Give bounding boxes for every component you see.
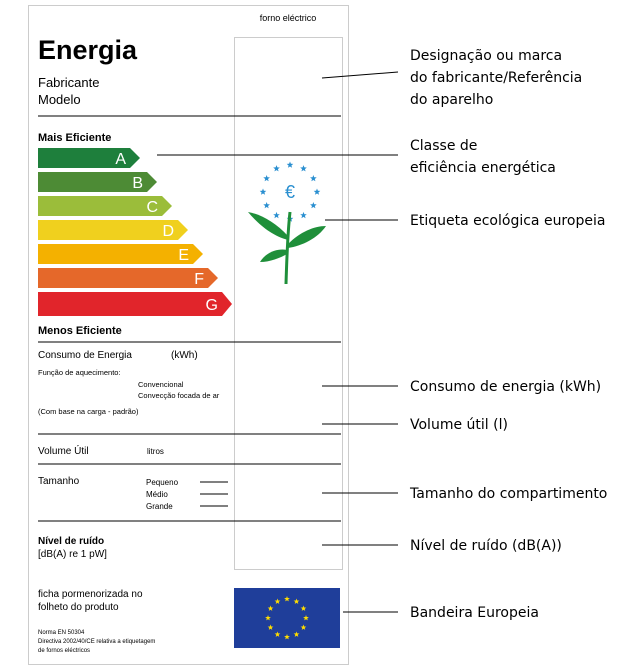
size-option: Médio bbox=[146, 490, 168, 499]
noise-title: Nível de ruído bbox=[38, 536, 104, 547]
consumption-title: Consumo de Energia bbox=[38, 350, 132, 361]
annotation: Volume útil (l) bbox=[410, 417, 508, 433]
annotation: eficiência energética bbox=[410, 160, 556, 176]
model: Modelo bbox=[38, 92, 81, 107]
legal: Directiva 2002/40/CE relativa a etiqueta… bbox=[38, 639, 155, 645]
efficiency-class: F bbox=[194, 271, 204, 288]
efficiency-class: G bbox=[206, 297, 218, 314]
annotation: do aparelho bbox=[410, 92, 493, 108]
manufacturer: Fabricante bbox=[38, 75, 99, 90]
ecolabel-euro: € bbox=[285, 182, 295, 202]
legal: Norma EN 50304 bbox=[38, 630, 85, 636]
details: folheto do produto bbox=[38, 602, 119, 613]
efficiency-class: B bbox=[132, 175, 143, 192]
annotation: Classe de bbox=[410, 138, 477, 154]
legal: de fornos eléctricos bbox=[38, 648, 90, 654]
title: Energia bbox=[38, 35, 138, 65]
efficiency-class: D bbox=[162, 223, 174, 240]
annotation: Designação ou marca bbox=[410, 48, 562, 64]
annotation: Etiqueta ecológica europeia bbox=[410, 213, 605, 229]
forced-air: Convecção focada de ar bbox=[138, 391, 220, 400]
annotation: Tamanho do compartimento bbox=[409, 486, 607, 502]
annotation: Bandeira Europeia bbox=[410, 605, 539, 621]
noise-unit: [dB(A) re 1 pW] bbox=[38, 549, 107, 560]
conventional: Convencional bbox=[138, 380, 184, 389]
efficiency-bar bbox=[38, 268, 218, 288]
product-type: forno eléctrico bbox=[260, 13, 317, 23]
basis: (Com base na carga - padrão) bbox=[38, 407, 139, 416]
annotation: Consumo de energia (kWh) bbox=[410, 379, 601, 395]
size-option: Grande bbox=[146, 502, 173, 511]
efficiency-class: C bbox=[146, 199, 158, 216]
size-title: Tamanho bbox=[38, 476, 80, 487]
least-efficient: Menos Eficiente bbox=[38, 325, 122, 337]
efficiency-bar bbox=[38, 292, 232, 316]
annotation: do fabricante/Referência bbox=[410, 70, 582, 86]
annotation: Nível de ruído (dB(A)) bbox=[410, 538, 562, 554]
volume-title: Volume Útil bbox=[38, 444, 89, 457]
efficiency-class: E bbox=[178, 247, 189, 264]
size-option: Pequeno bbox=[146, 478, 179, 487]
most-efficient: Mais Eficiente bbox=[38, 132, 111, 144]
efficiency-class: A bbox=[115, 151, 126, 168]
details: ficha pormenorizada no bbox=[38, 589, 143, 600]
consumption-unit: (kWh) bbox=[171, 350, 198, 361]
energy-label-diagram: forno eléctrico Energia Fabricante Model… bbox=[0, 0, 627, 668]
volume-unit: litros bbox=[147, 447, 164, 456]
heating-function: Função de aquecimento: bbox=[38, 368, 121, 377]
